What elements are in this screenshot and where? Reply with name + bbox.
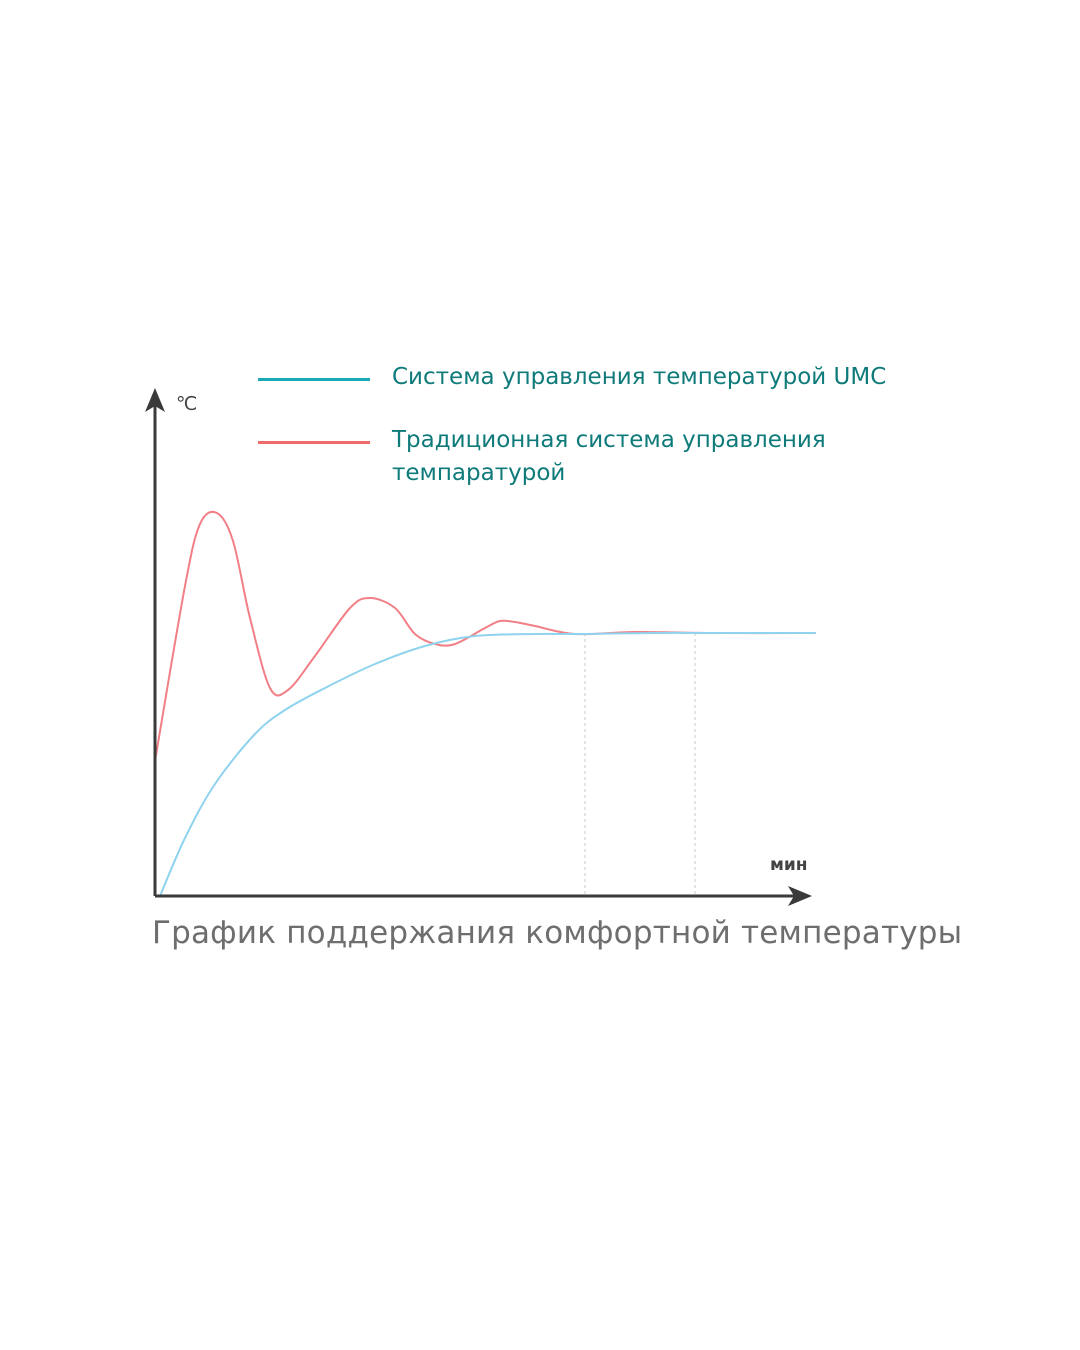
y-axis-arrow — [145, 388, 165, 412]
x-axis-arrow — [788, 886, 812, 906]
legend-umc-swatch — [258, 378, 370, 381]
series-layer — [154, 510, 816, 897]
chart-title: График поддержания комфортной температур… — [152, 915, 963, 951]
series-umc-line — [159, 631, 816, 897]
y-axis-label: ℃ — [176, 393, 197, 415]
legend-traditional-swatch — [258, 441, 370, 444]
legend-umc-label: Система управления температурой UMC — [392, 364, 887, 390]
guide-lines — [584, 633, 696, 894]
series-traditional-line — [154, 510, 816, 762]
axes — [145, 388, 812, 906]
legend-traditional-label: Традиционная система управления темпарат… — [392, 427, 826, 486]
x-axis-label: мин — [770, 855, 808, 875]
